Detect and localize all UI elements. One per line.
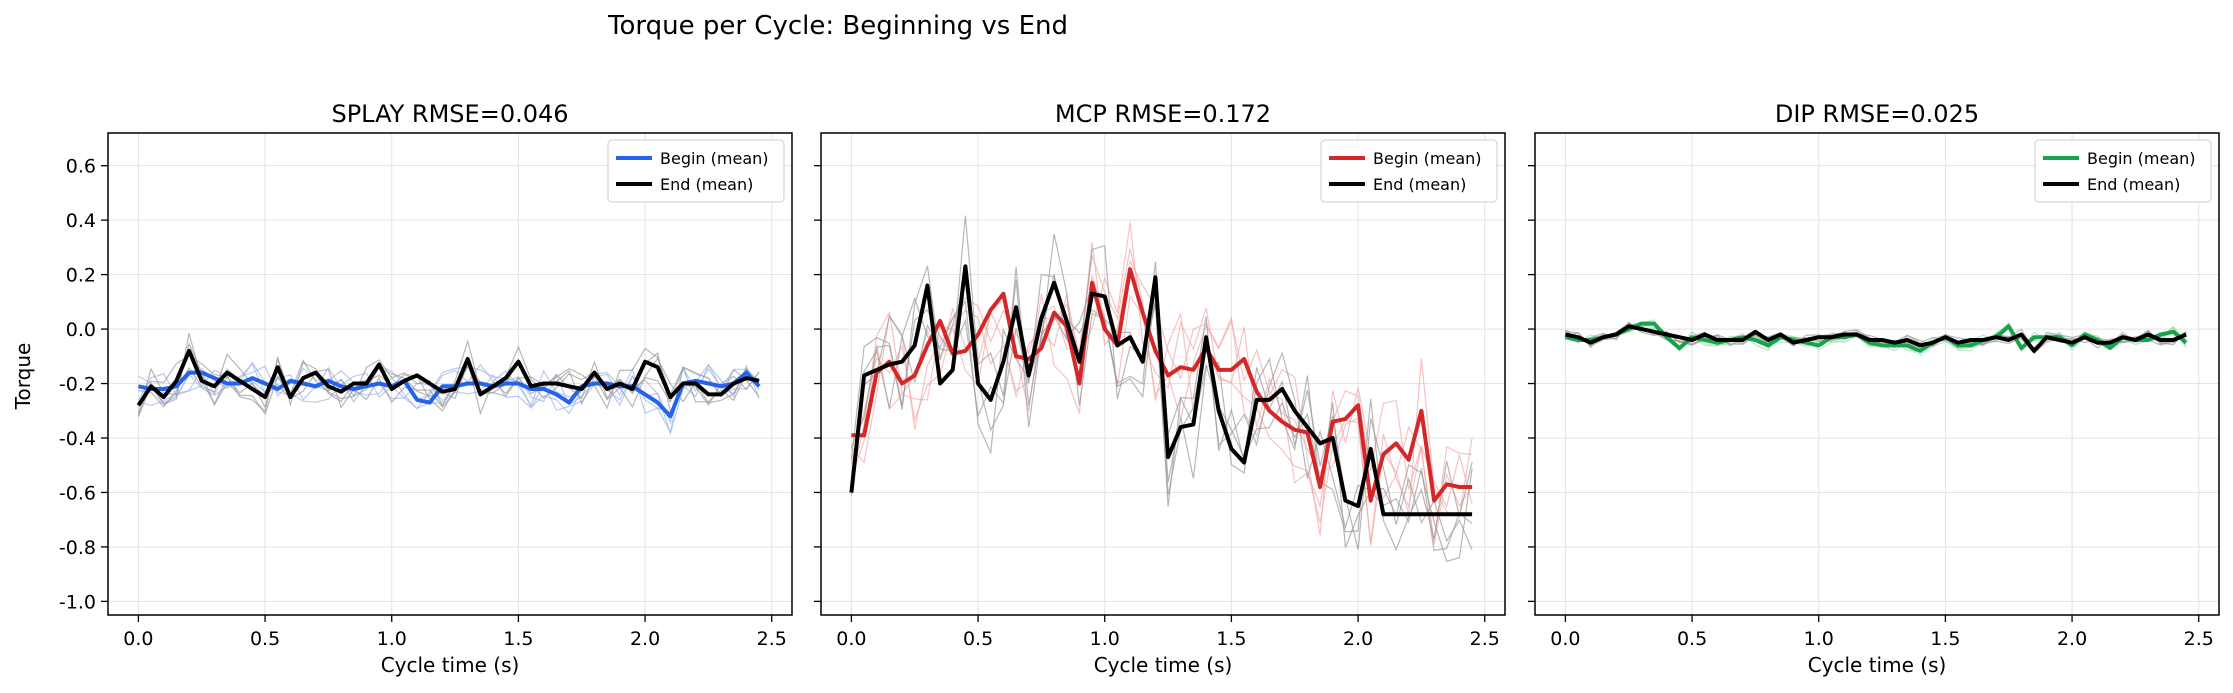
x-tick-label: 0.0 [123,628,153,650]
x-tick-label: 1.5 [1216,628,1246,650]
figure-title: Torque per Cycle: Beginning vs End [607,11,1068,41]
legend-label: End (mean) [1373,175,1466,194]
y-axis-label: Torque [11,343,35,411]
x-tick-label: 2.0 [2057,628,2087,650]
legend-box [2034,139,2212,203]
legend-label: End (mean) [2087,175,2180,194]
y-tick-label: -1.0 [59,591,96,613]
y-tick-label: 0.6 [66,156,96,178]
legend-label: Begin (mean) [660,149,769,168]
panel-title: SPLAY RMSE=0.046 [331,100,568,128]
panel-title: DIP RMSE=0.025 [1775,100,1979,128]
x-tick-label: 2.5 [2184,628,2214,650]
trial-trace [137,342,760,416]
x-tick-label: 1.0 [377,628,407,650]
y-tick-label: -0.2 [59,374,96,396]
legend: Begin (mean) End (mean) [607,139,785,203]
plot-frame [820,132,1506,616]
legend: Begin (mean) End (mean) [1320,139,1498,203]
x-tick-label: 2.0 [630,628,660,650]
legend: Begin (mean) End (mean) [2034,139,2212,203]
x-tick-label: 1.5 [503,628,533,650]
chart-panel-3: 0.0 0.5 1.0 1.5 2.0 2.5 DIP RMSE=0.025 Cycle ti… [1528,100,2220,677]
x-axis-label: Cycle time (s) [1808,653,1947,677]
x-tick-label: 1.0 [1804,628,1834,650]
trial-trace [138,361,760,436]
x-tick-label: 0.0 [1550,628,1580,650]
y-tick-label: 0.4 [66,210,96,232]
y-tick-label: -0.4 [59,428,96,450]
x-tick-label: 1.5 [1930,628,1960,650]
trial-trace [137,339,760,416]
panel-title: MCP RMSE=0.172 [1055,100,1271,128]
trial-trace [137,362,760,425]
series-line-end [1564,324,2187,353]
legend-label: Begin (mean) [2087,149,2196,168]
legend-box [607,139,785,203]
series-line-end [849,264,1473,517]
y-tick-label: -0.8 [59,537,96,559]
plot-frame [1534,132,2220,616]
x-tick-label: 0.5 [250,628,280,650]
x-tick-label: 1.0 [1090,628,1120,650]
series-line-end [136,348,760,407]
x-axis-label: Cycle time (s) [1094,653,1233,677]
x-tick-label: 0.0 [836,628,866,650]
chart-panel-2: 0.0 0.5 1.0 1.5 2.0 2.5 MCP RMSE=0.172 Cycle ti… [814,100,1506,677]
legend-label: End (mean) [660,175,753,194]
chart-panels: 0.0 0.5 1.0 1.5 2.0 2.5 -1.0 -0.8 -0.6 -0.4 -0.2 0.… [59,100,2220,677]
x-tick-label: 0.5 [1677,628,1707,650]
x-axis-label: Cycle time (s) [381,653,520,677]
legend-box [1320,139,1498,203]
plot-frame [107,132,793,616]
x-tick-label: 2.5 [1470,628,1500,650]
legend-label: Begin (mean) [1373,149,1482,168]
y-tick-label: -0.6 [59,482,96,504]
chart-panel-1: 0.0 0.5 1.0 1.5 2.0 2.5 -1.0 -0.8 -0.6 -0.4 -0.2 0.… [59,100,793,677]
x-tick-label: 2.0 [1343,628,1373,650]
trial-trace [137,333,760,417]
y-tick-label: 0.0 [66,319,96,341]
y-tick-label: 0.2 [66,265,96,287]
x-tick-label: 2.5 [757,628,787,650]
x-tick-label: 0.5 [963,628,993,650]
